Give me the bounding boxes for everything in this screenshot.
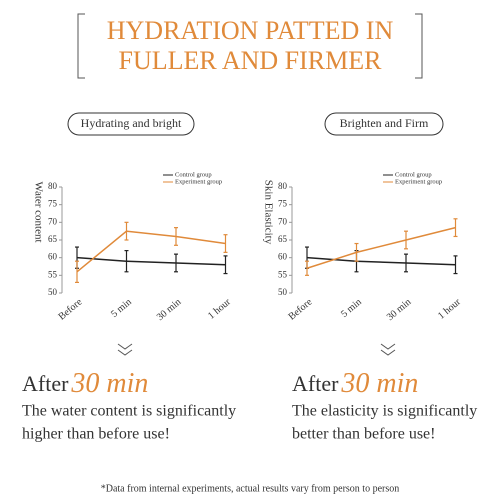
y-tick-label: 50 xyxy=(278,287,288,297)
result-text: higher than before use! xyxy=(22,426,170,443)
after-text: After 30 min xyxy=(22,368,148,399)
error-bar xyxy=(354,242,359,262)
after-text: After 30 min xyxy=(292,368,418,399)
title-bracket xyxy=(77,13,423,79)
y-tick-label: 60 xyxy=(278,252,288,262)
legend-label: Control group xyxy=(175,171,212,178)
error-bar xyxy=(305,260,309,276)
error-bar xyxy=(174,253,178,273)
y-tick-label: 65 xyxy=(48,234,58,244)
footnote: *Data from internal experiments, actual … xyxy=(101,483,400,494)
series-line xyxy=(76,256,226,266)
y-tick-label: 55 xyxy=(48,269,58,279)
chevron xyxy=(117,343,133,356)
y-tick-label: 65 xyxy=(278,234,288,244)
result-text: The elasticity is significantly xyxy=(292,403,477,420)
error-bar xyxy=(223,234,228,253)
y-tick-label: 70 xyxy=(48,216,58,226)
y-tick-label: 75 xyxy=(48,199,58,209)
legend-label: Experiment group xyxy=(395,178,442,185)
y-tick-label: 50 xyxy=(48,287,58,297)
pill xyxy=(324,112,444,136)
y-axis-label: Water content xyxy=(32,181,44,242)
error-bar xyxy=(124,250,129,273)
error-bar xyxy=(404,230,408,250)
title-line: FULLER AND FIRMER xyxy=(119,46,383,75)
chart-label: Brighten and Firm xyxy=(340,116,429,130)
result-text: better than before use! xyxy=(292,426,435,443)
error-bar xyxy=(223,255,228,275)
legend-label: Experiment group xyxy=(175,178,222,185)
title-line: HYDRATION PATTED IN xyxy=(107,16,394,45)
error-bar xyxy=(124,221,129,241)
after-word: After xyxy=(292,371,339,396)
series-line xyxy=(76,230,226,273)
chart-label: Hydrating and bright xyxy=(81,116,182,130)
error-bar xyxy=(453,218,458,238)
after-time: 30 min xyxy=(70,368,148,399)
error-bar xyxy=(453,255,458,275)
error-bar xyxy=(404,253,408,273)
error-bar xyxy=(75,260,79,283)
y-tick-label: 55 xyxy=(278,269,288,279)
legend-label: Control group xyxy=(395,171,432,178)
after-time: 30 min xyxy=(340,368,418,399)
after-word: After xyxy=(22,371,69,396)
y-tick-label: 80 xyxy=(278,181,288,191)
y-tick-label: 80 xyxy=(48,181,58,191)
error-bar xyxy=(174,227,178,246)
pill xyxy=(67,112,195,136)
series-line xyxy=(306,226,456,269)
chevron xyxy=(380,343,396,356)
y-tick-label: 60 xyxy=(48,252,58,262)
y-axis-label: Skin Elasticity xyxy=(262,180,274,245)
result-text: The water content is significantly xyxy=(22,403,236,420)
y-tick-label: 75 xyxy=(278,199,288,209)
y-tick-label: 70 xyxy=(278,216,288,226)
series-line xyxy=(306,256,456,266)
